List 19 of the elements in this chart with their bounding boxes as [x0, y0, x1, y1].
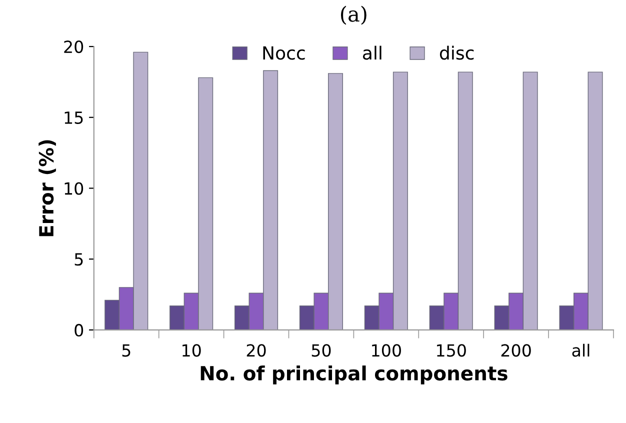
x-axis-title: No. of principal components [200, 366, 508, 384]
y-tick-label: 0 [74, 324, 84, 337]
y-tick-label: 5 [74, 253, 83, 266]
legend-label: all [362, 46, 382, 60]
x-tick-label: 10 [182, 344, 201, 357]
x-tick-label: 150 [437, 344, 466, 357]
x-tick-label: 200 [501, 344, 531, 357]
legend-label: disc [440, 46, 474, 60]
x-tick-label: 100 [372, 344, 401, 357]
y-axis-title: Error (%) [38, 140, 56, 236]
y-tick-label: 20 [64, 40, 84, 54]
x-tick-label: 50 [312, 344, 331, 357]
x-tick-label: 20 [246, 344, 266, 357]
legend-label: Nocc [263, 46, 305, 60]
y-tick-label: 10 [64, 182, 84, 195]
x-tick-label: 5 [122, 344, 130, 357]
y-tick-label: 15 [64, 112, 83, 124]
chart-title: (a) [341, 6, 366, 25]
x-tick-label: all [572, 344, 590, 357]
